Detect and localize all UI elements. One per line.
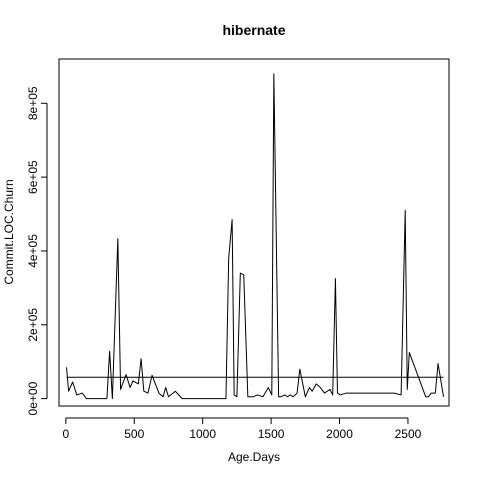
y-tick-label: 4e+05 bbox=[26, 234, 40, 268]
x-axis-label: Age.Days bbox=[228, 450, 280, 464]
y-tick-label: 0e+00 bbox=[26, 381, 40, 415]
y-tick-label: 6e+05 bbox=[26, 160, 40, 194]
x-tick-label: 500 bbox=[124, 427, 144, 441]
chart-title: hibernate bbox=[222, 22, 285, 38]
series-line bbox=[66, 73, 445, 400]
x-tick-label: 1000 bbox=[189, 427, 216, 441]
y-tick-label: 2e+05 bbox=[26, 308, 40, 342]
x-tick-label: 1500 bbox=[258, 427, 285, 441]
y-tick-label: 8e+05 bbox=[26, 86, 40, 120]
x-tick-label: 2000 bbox=[326, 427, 353, 441]
series-layer bbox=[66, 73, 445, 400]
y-axis: 0e+00 2e+05 4e+05 6e+05 8e+05 bbox=[26, 86, 48, 415]
y-axis-label: Commit.LOC.Churn bbox=[2, 179, 16, 284]
x-axis: 0 500 1000 1500 2000 2500 bbox=[62, 417, 422, 441]
plot-area bbox=[58, 58, 450, 407]
x-tick-label: 2500 bbox=[395, 427, 422, 441]
x-tick-label: 0 bbox=[62, 427, 69, 441]
